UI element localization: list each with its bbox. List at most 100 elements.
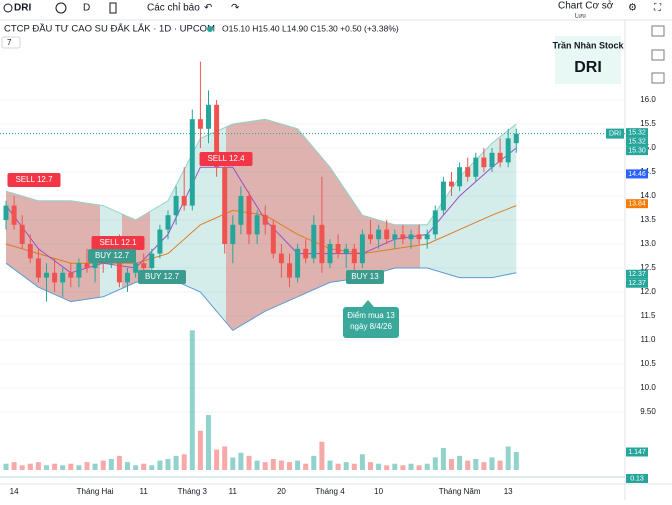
candle-body — [473, 157, 479, 177]
volume-bar — [376, 463, 382, 470]
candle-body — [141, 263, 147, 268]
candle-body — [222, 167, 228, 244]
candle-body — [392, 234, 398, 240]
volume-bar — [513, 451, 519, 470]
volume-bar — [27, 463, 33, 470]
volume-bar — [278, 460, 284, 470]
layout-button[interactable]: Chart Cơ sở — [558, 0, 614, 12]
x-tick-label: Tháng Hai — [77, 487, 114, 496]
save-label[interactable]: Lưu — [575, 14, 586, 20]
candle-body — [214, 104, 220, 168]
compare-button[interactable] — [55, 2, 67, 14]
candle-body — [197, 119, 203, 129]
candle-body — [449, 181, 454, 187]
candle-body — [376, 229, 382, 240]
candle-body — [368, 234, 373, 240]
symbol-button[interactable]: DRI — [14, 3, 31, 14]
volume-bar — [287, 462, 292, 470]
volume-bar — [68, 463, 74, 470]
buy-signal — [88, 249, 136, 263]
volume-bar — [11, 462, 17, 470]
candle-body — [19, 224, 25, 244]
price-tag-label: 13.84 — [628, 201, 646, 208]
candle-body — [505, 138, 511, 163]
volume-bar — [449, 459, 454, 470]
signal-label: BUY 13 — [351, 272, 379, 281]
legend-ohlc: O15.10 H15.40 L14.90 C15.30 +0.50 (+3.38… — [222, 23, 399, 33]
band-upper — [5, 118, 517, 226]
candle-body — [84, 263, 90, 268]
x-tick-label: Tháng 3 — [178, 487, 208, 496]
redo-button[interactable]: ↷ — [231, 3, 240, 14]
symbol-tag-label: DRI — [609, 130, 621, 137]
chart-type-button[interactable] — [109, 2, 117, 14]
signal-label: BUY 12.7 — [145, 272, 180, 281]
volume-bar — [92, 463, 98, 470]
signal-label: SELL 12.4 — [207, 154, 245, 163]
y-tick-label: 15.0 — [640, 143, 656, 152]
candle-body — [125, 272, 130, 283]
side-button[interactable] — [651, 25, 665, 37]
y-tick-label: 11.5 — [641, 311, 657, 320]
candle-body — [489, 152, 495, 168]
x-tick-label: 11 — [140, 487, 149, 496]
legend-title: CTCP ĐẦU TƯ CAO SU ĐẮK LẮK · 1D · UPCOM — [4, 24, 215, 35]
side-button[interactable] — [651, 72, 665, 84]
indicators-button[interactable]: Các chỉ báo — [147, 2, 200, 14]
indicator-toggle[interactable] — [1, 36, 21, 49]
volume-bar — [173, 455, 179, 470]
y-tick-label: 12.0 — [640, 287, 656, 296]
volume-bar — [141, 463, 147, 470]
candle-body — [173, 196, 179, 216]
sell-signal — [199, 152, 253, 166]
candle-body — [238, 196, 244, 225]
price-tag-label: 15.32 — [628, 138, 646, 145]
interval-button[interactable]: D — [83, 3, 90, 14]
y-tick-label: 10.5 — [640, 359, 656, 368]
search-icon[interactable] — [3, 3, 13, 13]
candle-body — [278, 253, 284, 264]
candle-body — [133, 263, 139, 273]
volume-bar — [189, 330, 195, 470]
price-tag-label: 15.30 — [628, 147, 646, 154]
settings-button[interactable]: ⚙ — [628, 3, 637, 14]
candle-body — [335, 244, 341, 254]
volume-bar — [52, 463, 58, 470]
x-tick-label: 13 — [504, 487, 513, 496]
candle-body — [440, 181, 446, 211]
volume-bar — [392, 463, 398, 470]
volume-bar — [214, 449, 220, 470]
x-tick-label: Tháng 4 — [315, 487, 345, 496]
volume-bar — [222, 446, 228, 470]
candle-body — [497, 152, 503, 163]
candle-body — [319, 224, 325, 264]
watermark-author: Trần Nhàn Stock — [552, 40, 624, 50]
indicator-count[interactable]: 7 — [7, 38, 12, 47]
candle-body — [11, 205, 17, 225]
volume-bar — [270, 459, 276, 470]
volume-bar — [473, 459, 479, 470]
volume-bar — [440, 448, 446, 470]
fullscreen-button[interactable]: ⛶ — [653, 3, 662, 14]
volume-bar — [400, 465, 406, 470]
volume-bar — [3, 463, 9, 470]
volume-bar — [206, 415, 211, 470]
candle-body — [246, 196, 252, 235]
volume-bar — [44, 465, 49, 470]
side-button[interactable] — [651, 49, 665, 61]
price-tag-label: 12.37 — [628, 280, 646, 287]
candle-body — [149, 253, 155, 268]
candle-body — [432, 210, 438, 235]
candle-body — [513, 133, 519, 144]
candle-body — [68, 272, 74, 278]
x-tick-label: 11 — [229, 487, 238, 496]
candle-body — [311, 224, 317, 259]
volume-bar — [238, 452, 244, 470]
undo-button[interactable]: ↶ — [204, 3, 212, 14]
candle-body — [189, 119, 195, 206]
y-tick-label: 13.5 — [640, 215, 656, 224]
candle-body — [181, 196, 187, 206]
y-tick-label: 15.5 — [640, 119, 656, 128]
volume-bar — [368, 462, 373, 470]
